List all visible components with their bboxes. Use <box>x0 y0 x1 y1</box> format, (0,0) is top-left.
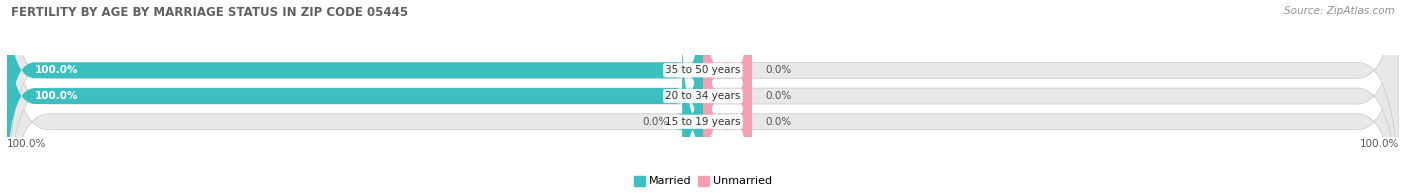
Text: 100.0%: 100.0% <box>35 91 79 101</box>
Text: 35 to 50 years: 35 to 50 years <box>665 65 741 75</box>
Text: 100.0%: 100.0% <box>35 65 79 75</box>
FancyBboxPatch shape <box>703 0 752 165</box>
Text: 0.0%: 0.0% <box>643 117 668 127</box>
FancyBboxPatch shape <box>7 0 1399 196</box>
Text: 100.0%: 100.0% <box>7 139 46 149</box>
FancyBboxPatch shape <box>7 1 703 191</box>
Text: 20 to 34 years: 20 to 34 years <box>665 91 741 101</box>
Text: 100.0%: 100.0% <box>1360 139 1399 149</box>
Text: 0.0%: 0.0% <box>766 65 792 75</box>
Text: Source: ZipAtlas.com: Source: ZipAtlas.com <box>1284 6 1395 16</box>
Text: 0.0%: 0.0% <box>766 117 792 127</box>
FancyBboxPatch shape <box>7 0 703 165</box>
FancyBboxPatch shape <box>703 27 752 196</box>
FancyBboxPatch shape <box>703 1 752 191</box>
Text: 0.0%: 0.0% <box>766 91 792 101</box>
FancyBboxPatch shape <box>7 0 1399 196</box>
FancyBboxPatch shape <box>7 0 1399 196</box>
Text: 15 to 19 years: 15 to 19 years <box>665 117 741 127</box>
Text: FERTILITY BY AGE BY MARRIAGE STATUS IN ZIP CODE 05445: FERTILITY BY AGE BY MARRIAGE STATUS IN Z… <box>11 6 408 19</box>
Legend: Married, Unmarried: Married, Unmarried <box>630 171 776 191</box>
FancyBboxPatch shape <box>675 27 710 196</box>
